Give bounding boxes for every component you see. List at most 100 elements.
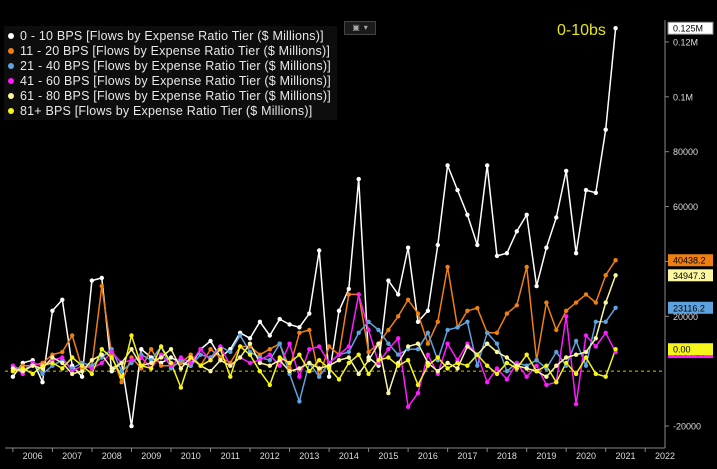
data-point [336,377,342,382]
data-point [247,352,253,357]
data-point [435,319,440,324]
data-point [376,358,381,363]
data-point [583,333,589,338]
data-point [405,358,411,363]
data-point [208,369,213,374]
data-point [198,352,203,357]
data-point [149,360,154,366]
data-point [317,358,322,363]
legend-item[interactable]: 11 - 20 BPS [Flows by Expense Ratio Tier… [8,43,331,58]
legend-swatch [8,77,14,84]
data-point [386,347,391,352]
data-point [554,363,559,368]
data-point [158,344,164,349]
data-point [297,352,302,357]
data-point [544,382,549,388]
data-point [356,292,361,297]
data-point [544,245,549,250]
data-point [386,278,391,283]
data-point [119,374,124,379]
data-point [376,327,381,333]
data-point [494,349,500,355]
legend: 0 - 10 BPS [Flows by Expense Ratio Tier … [4,26,337,120]
data-point [554,215,559,220]
legend-controls[interactable]: ▣ ▾ [344,21,376,35]
data-point [336,308,342,313]
data-point [237,344,243,349]
data-point [366,358,371,363]
data-point [297,374,302,379]
data-point [178,385,184,390]
end-value-tag-label: 40438.2 [673,256,706,266]
data-point [613,273,618,278]
data-point [583,187,589,193]
legend-label: 61 - 80 BPS [Flows by Expense Ratio Tier… [20,88,331,103]
legend-item[interactable]: 81+ BPS [Flows by Expense Ratio Tier ($ … [8,103,331,118]
data-point [99,352,105,357]
end-value-tag-label: 0.00 [673,345,691,355]
legend-item[interactable]: 0 - 10 BPS [Flows by Expense Ratio Tier … [8,28,331,43]
data-point [573,352,579,357]
data-point [139,355,144,360]
data-point [564,168,569,174]
legend-item[interactable]: 61 - 80 BPS [Flows by Expense Ratio Tier… [8,88,331,103]
x-tick-label: 2009 [141,451,161,461]
data-point [376,341,381,346]
image-icon[interactable]: ▣ [352,23,360,32]
data-point [218,358,223,363]
data-point [396,336,401,341]
data-point [603,273,608,278]
data-point [573,371,579,377]
data-point [346,344,351,349]
data-point [356,352,361,357]
x-tick-label: 2018 [497,451,517,461]
data-point [30,371,35,377]
data-point [317,344,322,349]
data-point [386,390,391,396]
legend-item[interactable]: 41 - 60 BPS [Flows by Expense Ratio Tier… [8,73,331,88]
data-point [396,352,401,357]
data-point [485,363,490,368]
legend-label: 0 - 10 BPS [Flows by Expense Ratio Tier … [20,28,324,43]
y-tick-label: -20000 [673,422,701,432]
data-point [494,341,500,346]
data-point [603,319,608,324]
end-value-tag-bg [668,269,713,282]
data-point [396,292,401,297]
data-point [573,251,579,256]
data-point [425,341,431,346]
data-point [178,355,184,360]
data-point [336,358,342,363]
data-point [129,423,134,429]
data-point [158,355,164,360]
data-point [415,347,421,352]
data-point [139,347,144,352]
data-point [445,366,450,371]
legend-label: 81+ BPS [Flows by Expense Ratio Tier ($ … [20,103,313,118]
end-value-tag-bg [668,254,713,267]
end-value-tag: 0.00 [668,343,713,356]
data-point [465,363,470,368]
end-value-tag: 34947.3 [668,269,713,282]
data-point [603,127,608,132]
data-point [287,360,292,366]
data-point [356,176,361,182]
data-point [149,366,154,371]
end-value-tag-bg [668,343,713,356]
data-point [435,369,440,374]
x-tick-label: 2013 [299,451,319,461]
data-point [445,341,450,346]
data-point [40,371,45,377]
data-point [435,242,440,248]
data-point [287,369,292,374]
legend-item[interactable]: 21 - 40 BPS [Flows by Expense Ratio Tier… [8,58,331,73]
data-point [257,369,263,374]
data-point [366,349,371,355]
data-point [593,190,598,195]
y-tick-label: 60000 [673,202,698,212]
data-point [504,360,510,366]
chevron-down-icon[interactable]: ▾ [363,23,368,32]
data-point [99,275,105,281]
data-point [158,363,164,368]
data-point [326,344,332,349]
